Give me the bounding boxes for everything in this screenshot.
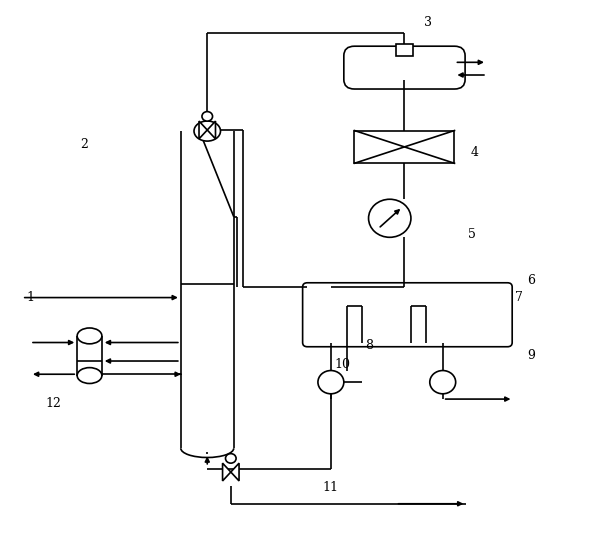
Text: 8: 8	[365, 339, 373, 352]
Ellipse shape	[77, 368, 102, 383]
Text: 2: 2	[79, 138, 88, 151]
Circle shape	[318, 371, 344, 394]
Text: 6: 6	[527, 274, 535, 287]
Text: 12: 12	[45, 397, 61, 410]
Text: 9: 9	[527, 349, 535, 362]
Text: 1: 1	[27, 291, 35, 304]
Circle shape	[430, 371, 456, 394]
Polygon shape	[207, 121, 216, 139]
Polygon shape	[223, 463, 231, 481]
Text: 3: 3	[424, 16, 432, 29]
Text: 11: 11	[323, 481, 339, 495]
Polygon shape	[199, 121, 207, 139]
FancyBboxPatch shape	[303, 283, 512, 347]
Bar	[396, 44, 413, 56]
Circle shape	[368, 199, 411, 237]
Ellipse shape	[77, 328, 102, 344]
Circle shape	[202, 112, 213, 121]
Bar	[355, 130, 454, 163]
Text: 10: 10	[335, 358, 350, 371]
Text: 5: 5	[468, 228, 476, 241]
Text: 4: 4	[471, 146, 479, 159]
Polygon shape	[231, 463, 239, 481]
Ellipse shape	[194, 121, 220, 141]
FancyBboxPatch shape	[344, 46, 465, 89]
Circle shape	[226, 454, 236, 463]
Text: 7: 7	[515, 291, 523, 304]
